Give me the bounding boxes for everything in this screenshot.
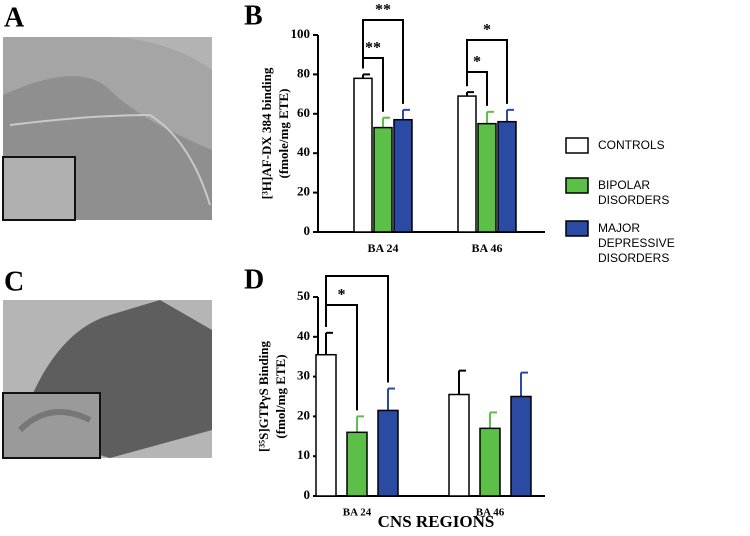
bar bbox=[373, 126, 393, 233]
x-tick-label: BA 24 bbox=[367, 241, 398, 255]
x-axis-label: CNS REGIONS bbox=[378, 512, 495, 531]
y-tick-label: 40 bbox=[297, 328, 310, 343]
y-tick-label: 40 bbox=[297, 144, 310, 159]
significance-bracket bbox=[466, 39, 508, 104]
y-tick-label: 0 bbox=[304, 223, 311, 238]
y-tick-label: 20 bbox=[297, 407, 310, 422]
bar bbox=[510, 395, 532, 497]
x-tick-label: BA 46 bbox=[476, 507, 505, 519]
panel-label: B bbox=[244, 0, 263, 31]
bar bbox=[346, 431, 368, 497]
legend-swatch bbox=[565, 177, 589, 194]
significance-label: * bbox=[473, 54, 481, 71]
legend-label: CONTROLS bbox=[598, 138, 665, 152]
y-axis-label: (fmole/mg ETE) bbox=[276, 89, 291, 179]
significance-label: * bbox=[483, 22, 491, 39]
significance-label: * bbox=[338, 287, 346, 304]
significance-bracket bbox=[362, 19, 404, 104]
panel-label: A bbox=[4, 2, 25, 33]
legend-swatch bbox=[565, 220, 589, 237]
y-axis-label: [³⁵S]GTPγS Binding bbox=[256, 340, 271, 452]
panel-label: D bbox=[244, 264, 264, 295]
bar bbox=[479, 427, 501, 497]
bar bbox=[315, 353, 337, 497]
bar bbox=[353, 77, 373, 233]
bar bbox=[497, 120, 517, 233]
y-axis-label: [³H]AF-DX 384 binding bbox=[259, 67, 274, 199]
bar bbox=[393, 118, 413, 233]
legend-swatch bbox=[565, 137, 589, 154]
y-tick-label: 50 bbox=[297, 288, 310, 303]
image-c bbox=[2, 300, 212, 459]
legend-label: MAJOR DEPRESSIVE DISORDERS bbox=[598, 221, 675, 265]
y-tick-label: 10 bbox=[297, 447, 310, 462]
panel-label: C bbox=[4, 266, 24, 297]
legend-label: BIPOLAR DISORDERS bbox=[598, 178, 670, 207]
bar bbox=[448, 393, 470, 497]
bar bbox=[377, 409, 399, 497]
y-tick-label: 30 bbox=[297, 368, 310, 383]
y-tick-label: 60 bbox=[297, 105, 310, 120]
significance-label: ** bbox=[375, 2, 391, 19]
image-a bbox=[2, 37, 212, 221]
y-tick-label: 100 bbox=[291, 26, 311, 41]
bar bbox=[457, 95, 477, 233]
y-axis-label: (fmol/mg ETE) bbox=[273, 354, 288, 438]
bar bbox=[477, 122, 497, 233]
x-tick-label: BA 24 bbox=[343, 507, 372, 519]
significance-bracket bbox=[325, 275, 389, 383]
y-tick-label: 20 bbox=[297, 184, 310, 199]
x-tick-label: BA 46 bbox=[471, 241, 502, 255]
y-tick-label: 80 bbox=[297, 65, 310, 80]
y-tick-label: 0 bbox=[304, 487, 311, 502]
significance-label: ** bbox=[365, 40, 381, 57]
